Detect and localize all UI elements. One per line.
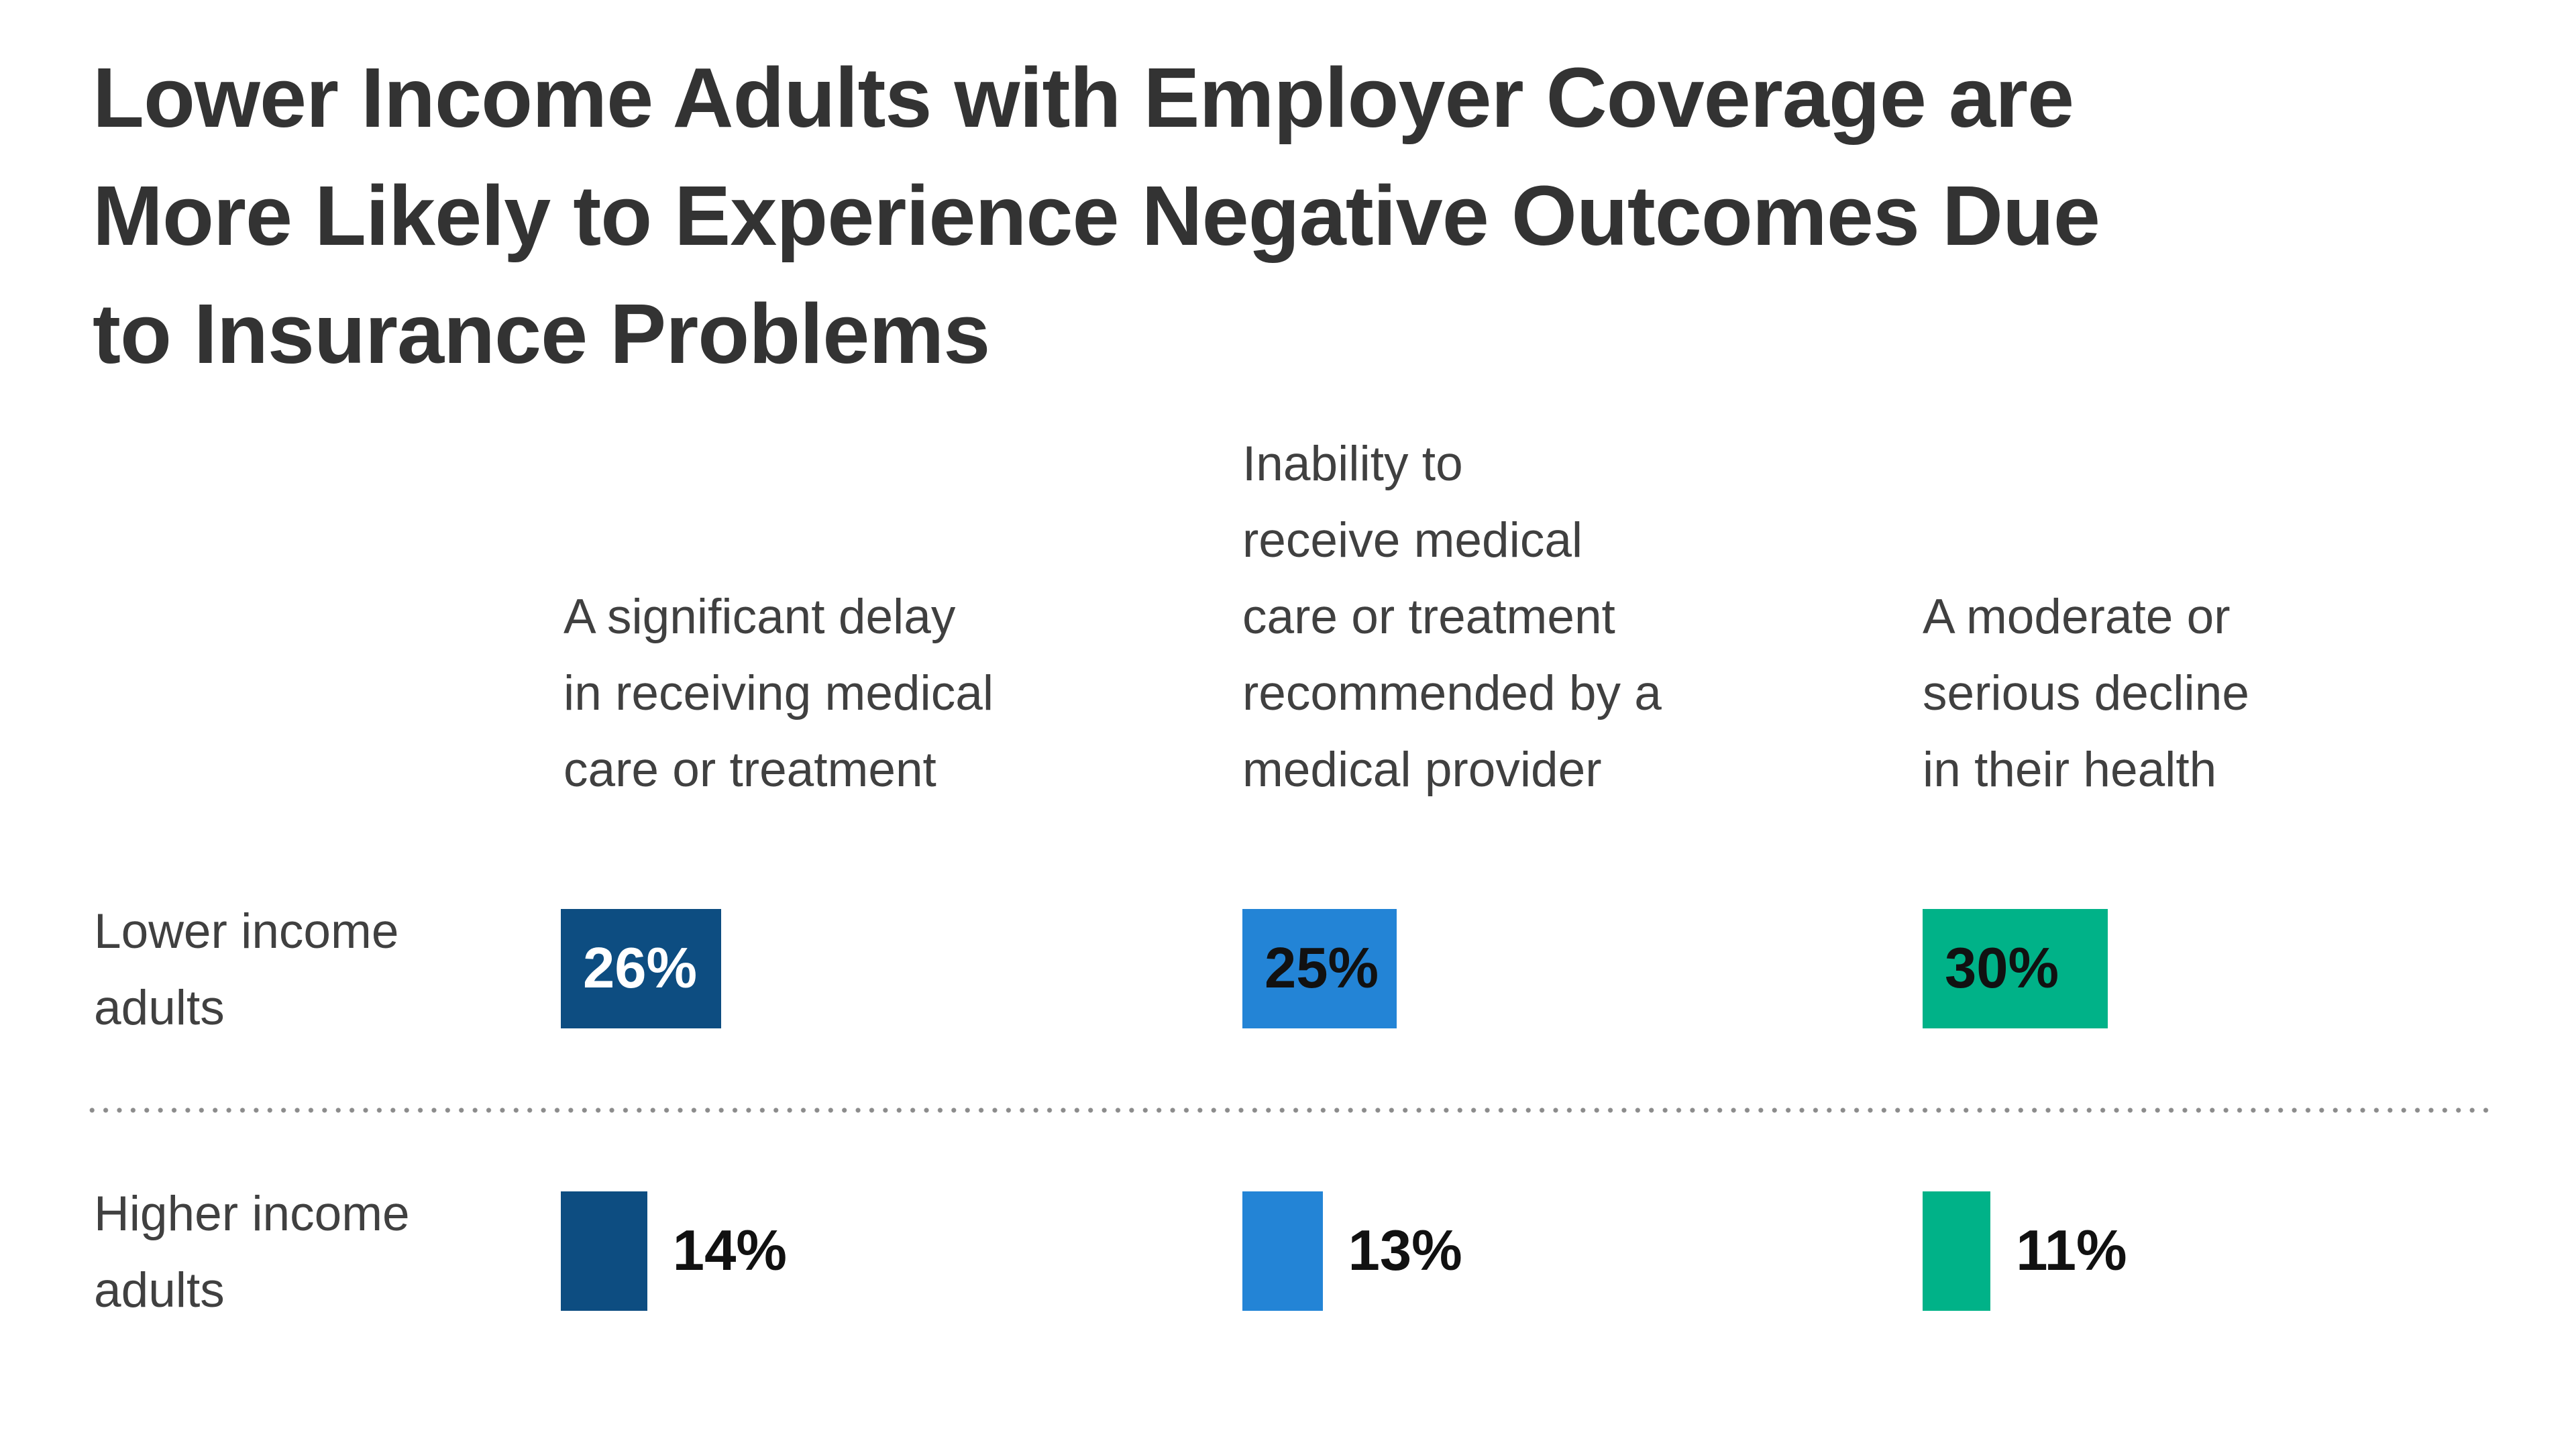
value-label-lower-delay: 26% — [583, 936, 698, 1000]
bar-group-higher-inability: 13% — [1242, 1191, 1462, 1311]
chart-title: Lower Income Adults with Employer Covera… — [93, 50, 2100, 381]
bar-lower-income-delay: 26% — [561, 909, 722, 1028]
bar-lower-income-inability: 25% — [1242, 909, 1397, 1028]
bar-group-higher-decline: 11% — [1923, 1191, 2127, 1311]
bar-lower-income-decline: 30% — [1923, 909, 2108, 1028]
column-header-inability-to-receive-care: Inability to receive medical care or tre… — [1242, 437, 1662, 797]
row-label-lower-income-adults: Lower income adults — [94, 904, 399, 1035]
row-label-higher-income-adults: Higher income adults — [94, 1187, 410, 1318]
bar-higher-income-decline — [1923, 1191, 1991, 1311]
bar-group-lower-decline: 30% — [1923, 909, 2108, 1028]
dotted-divider — [85, 1107, 2493, 1114]
value-label-lower-decline: 30% — [1945, 936, 2059, 1000]
column-header-significant-delay: A significant delay in receiving medical… — [564, 590, 994, 797]
bar-group-higher-delay: 14% — [561, 1191, 787, 1311]
bar-higher-income-delay — [561, 1191, 647, 1311]
value-label-higher-inability: 13% — [1348, 1219, 1462, 1283]
bar-group-lower-inability: 25% — [1242, 909, 1397, 1028]
value-label-lower-inability: 25% — [1265, 936, 1379, 1000]
bar-higher-income-inability — [1242, 1191, 1323, 1311]
column-header-decline-in-health: A moderate or serious decline in their h… — [1923, 590, 2249, 797]
bar-group-lower-delay: 26% — [561, 909, 722, 1028]
value-label-higher-delay: 14% — [672, 1219, 787, 1283]
value-label-higher-decline: 11% — [2016, 1219, 2127, 1283]
